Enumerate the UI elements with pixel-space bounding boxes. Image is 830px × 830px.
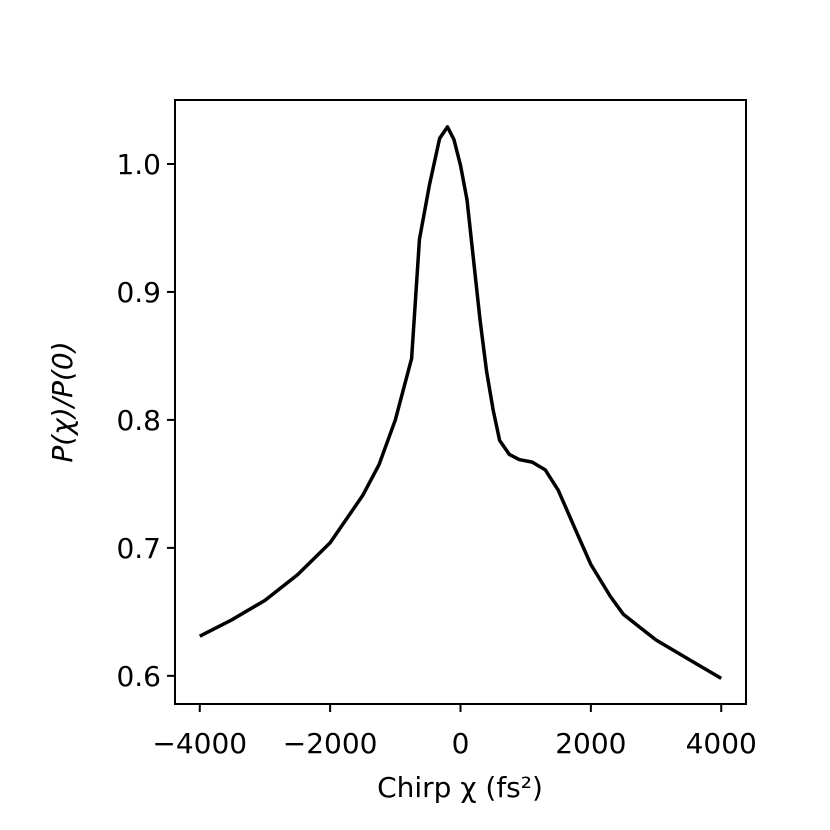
x-tick-label: 4000 bbox=[686, 727, 757, 760]
x-axis-label: Chirp χ (fs²) bbox=[377, 771, 543, 804]
y-tick-label: 0.8 bbox=[116, 404, 161, 437]
x-tick-label: 2000 bbox=[555, 727, 626, 760]
y-tick-label: 0.6 bbox=[116, 660, 161, 693]
x-tick-label: −2000 bbox=[283, 727, 378, 760]
y-tick-label: 0.9 bbox=[116, 276, 161, 309]
plot-frame bbox=[174, 99, 747, 705]
data-line bbox=[198, 125, 723, 680]
x-tick-label: 0 bbox=[452, 727, 470, 760]
y-axis-label: P(χ)/P(0) bbox=[46, 341, 79, 462]
x-tick-label: −4000 bbox=[152, 727, 247, 760]
y-tick-label: 0.7 bbox=[116, 532, 161, 565]
y-tick-label: 1.0 bbox=[116, 148, 161, 181]
